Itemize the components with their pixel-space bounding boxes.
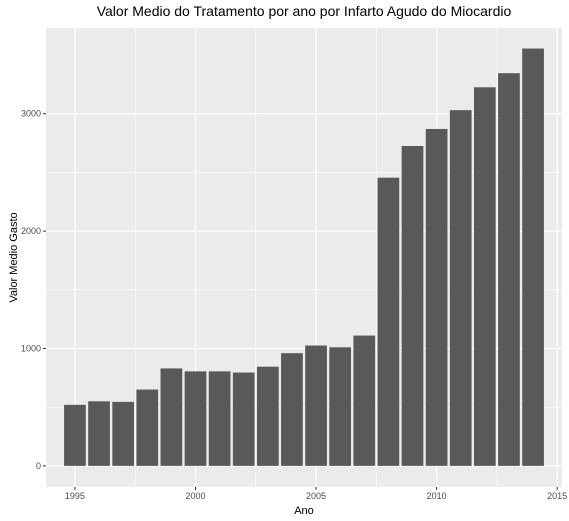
- x-tick-label: 2005: [306, 491, 326, 501]
- bar-2009: [401, 145, 424, 466]
- bar-2007: [353, 335, 376, 466]
- x-axis: 1995 2000 2005 2010 2015: [65, 487, 567, 501]
- y-tick-label: 1000: [21, 343, 41, 353]
- x-tick-label: 2010: [427, 491, 447, 501]
- bar-2013: [498, 73, 520, 466]
- y-tick-label: 2000: [21, 226, 41, 236]
- bar-2001: [208, 371, 231, 466]
- bar-2008: [377, 177, 400, 466]
- bar-1996: [88, 401, 110, 466]
- y-axis: 0 1000 2000 3000: [21, 109, 46, 471]
- bar-1999: [160, 368, 183, 466]
- bar-1997: [112, 401, 135, 466]
- x-tick-label: 1995: [65, 491, 85, 501]
- bar-2003: [256, 366, 279, 466]
- bar-2004: [281, 353, 303, 466]
- bar-2010: [425, 128, 448, 466]
- chart-title: Valor Medio do Tratamento por ano por In…: [97, 3, 512, 19]
- bar-2012: [473, 87, 496, 466]
- y-axis-label: Valor Medio Gasto: [8, 212, 20, 302]
- bar-series: [64, 48, 544, 466]
- y-tick-label: 3000: [21, 109, 41, 119]
- bar-1995: [64, 404, 86, 466]
- y-tick-label: 0: [36, 461, 41, 471]
- bar-2014: [522, 48, 544, 466]
- bar-2000: [184, 371, 207, 466]
- bar-1998: [136, 389, 159, 466]
- bar-2011: [449, 110, 472, 466]
- bar-2006: [329, 347, 352, 466]
- bar-2002: [232, 372, 255, 466]
- x-axis-label: Ano: [294, 505, 314, 517]
- bar-2005: [305, 345, 327, 466]
- x-tick-label: 2000: [185, 491, 205, 501]
- x-tick-label: 2015: [547, 491, 567, 501]
